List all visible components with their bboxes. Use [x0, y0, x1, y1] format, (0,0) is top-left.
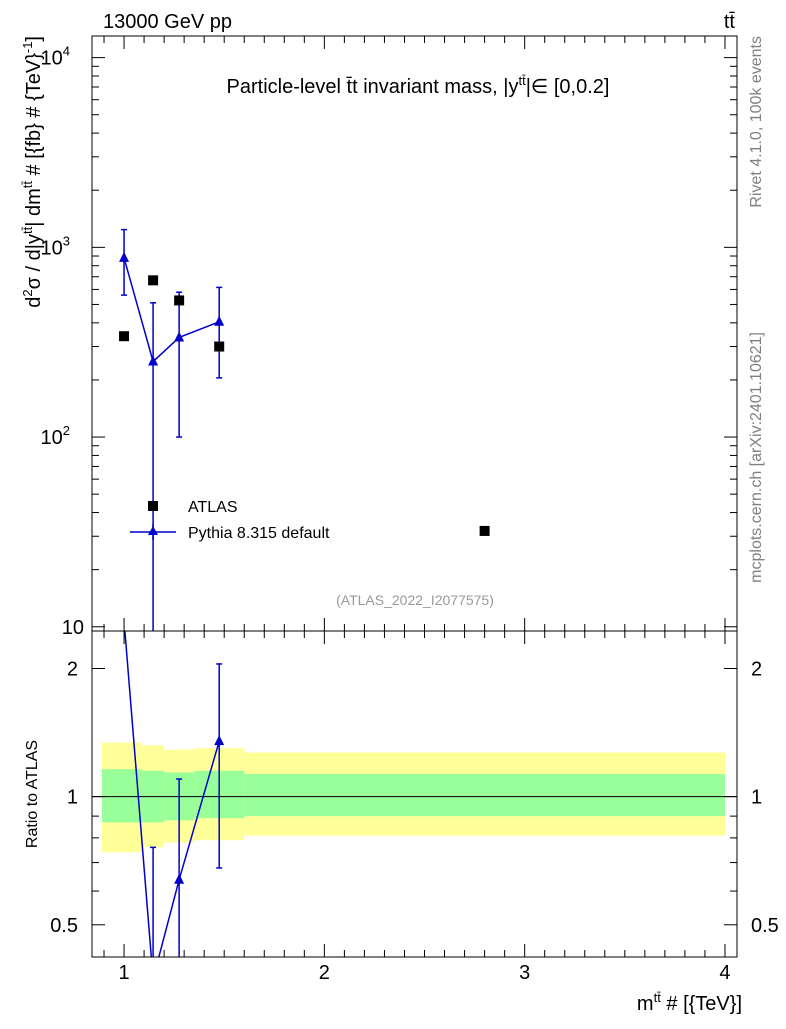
- ratio-xtick-label: 4: [719, 962, 730, 984]
- data-point: [148, 275, 159, 286]
- ratio-xlabel: mtt̄ # [{TeV}]: [637, 990, 742, 1015]
- main-ytick-base: 10: [41, 427, 63, 449]
- legend-mc-label: Pythia 8.315 default: [188, 525, 330, 542]
- mc-point: [174, 331, 185, 342]
- main-ytick-exp: 4: [63, 44, 70, 59]
- main-x-ticks: [103, 36, 726, 631]
- ratio-mc-line: [124, 631, 220, 957]
- mc-series-main: [119, 228, 225, 631]
- mc-point: [119, 251, 130, 262]
- legend-data-label: ATLAS: [188, 499, 238, 516]
- main-ytick-label: 10: [62, 617, 84, 639]
- mc-series-ratio: [124, 631, 225, 957]
- ratio-uncertainty-bands: [102, 742, 725, 853]
- xlabel-end: # [{TeV}]: [661, 993, 742, 1015]
- band-inner: [244, 774, 725, 817]
- xlabel-base: m: [637, 993, 654, 1015]
- ratio-xtick-label: 1: [118, 962, 129, 984]
- ylabel-close: ]: [23, 36, 45, 42]
- main-ytick-base: 10: [62, 617, 84, 639]
- ratio-ytick-label-right: 1: [751, 787, 762, 809]
- header-left: 13000 GeV pp: [103, 11, 232, 33]
- title-end: |∈ [0,0.2]: [526, 76, 610, 98]
- main-ylabel: d2σ / d|ytt̄| dmtt̄ # [{fb} # {TeV}-1]: [20, 36, 45, 308]
- ratio-ylabel: Ratio to ATLAS: [24, 740, 41, 848]
- ylabel-mid: σ / d|y: [23, 234, 45, 289]
- ratio-mc-point: [174, 873, 185, 884]
- analysis-watermark: (ATLAS_2022_I2077575): [336, 592, 494, 608]
- data-point: [119, 331, 130, 342]
- ratio-mc-point: [214, 735, 225, 746]
- main-ytick-label: 104: [41, 44, 70, 70]
- ratio-xtick-label: 3: [519, 962, 530, 984]
- data-point: [174, 295, 185, 306]
- main-ytick-exp: 2: [63, 423, 70, 438]
- xlabel-sup: tt̄: [654, 990, 662, 1005]
- ratio-ytick-label-left: 2: [67, 659, 78, 681]
- legend-mc-marker: [148, 526, 158, 535]
- data-point: [479, 525, 490, 536]
- main-title: Particle-level t̄t invariant mass, |ytt̄…: [227, 73, 610, 98]
- ratio-y-ticks: 0.5 0.5 1 1 2 2: [50, 659, 779, 937]
- data-point: [214, 341, 225, 352]
- ratio-x-ticks: 1 2 3 4: [103, 631, 731, 984]
- legend: ATLAS Pythia 8.315 default: [130, 499, 330, 542]
- ylabel-sup2: 2: [20, 289, 35, 296]
- band-inner: [102, 769, 143, 823]
- ylabel-supB: tt̄: [20, 181, 35, 189]
- header-right: tt̄: [724, 11, 736, 33]
- main-ytick-label: 103: [41, 233, 70, 259]
- ratio-ytick-label-left: 1: [67, 787, 78, 809]
- ratio-frame: [91, 630, 738, 958]
- ylabel-mid2: | dm: [23, 188, 45, 227]
- title-sup: tt̄: [518, 73, 526, 88]
- ylabel-end: # [{fb} # {TeV}: [23, 53, 45, 181]
- main-ytick-label: 102: [41, 423, 70, 449]
- mcplots-label: mcplots.cern.ch [arXiv:2401.10621]: [748, 332, 765, 583]
- mc-line: [123, 257, 220, 363]
- main-ytick-exp: 3: [63, 233, 70, 248]
- title-main: Particle-level t̄t invariant mass, |y: [227, 76, 519, 98]
- legend-data-marker: [148, 501, 158, 511]
- ratio-ytick-label-left: 0.5: [50, 915, 78, 937]
- rivet-label: Rivet 4.1.0, 100k events: [748, 36, 765, 208]
- ratio-ytick-label-right: 0.5: [751, 915, 779, 937]
- mc-point: [148, 355, 159, 366]
- ratio-ytick-label-right: 2: [751, 659, 762, 681]
- main-ytick-base: 10: [41, 237, 63, 259]
- ratio-xtick-label: 2: [319, 962, 330, 984]
- mc-point: [214, 315, 225, 326]
- ylabel-neg: -1: [20, 42, 35, 54]
- ratio-panel: 0.5 0.5 1 1 2 2 1 2 3 4 Ratio to ATLAS mtt̄ # [{…: [24, 630, 779, 1015]
- ylabel-supA: tt̄: [20, 226, 35, 234]
- ylabel-d: d: [23, 297, 45, 308]
- main-ytick-base: 10: [41, 48, 63, 70]
- data-series-main: [119, 275, 490, 536]
